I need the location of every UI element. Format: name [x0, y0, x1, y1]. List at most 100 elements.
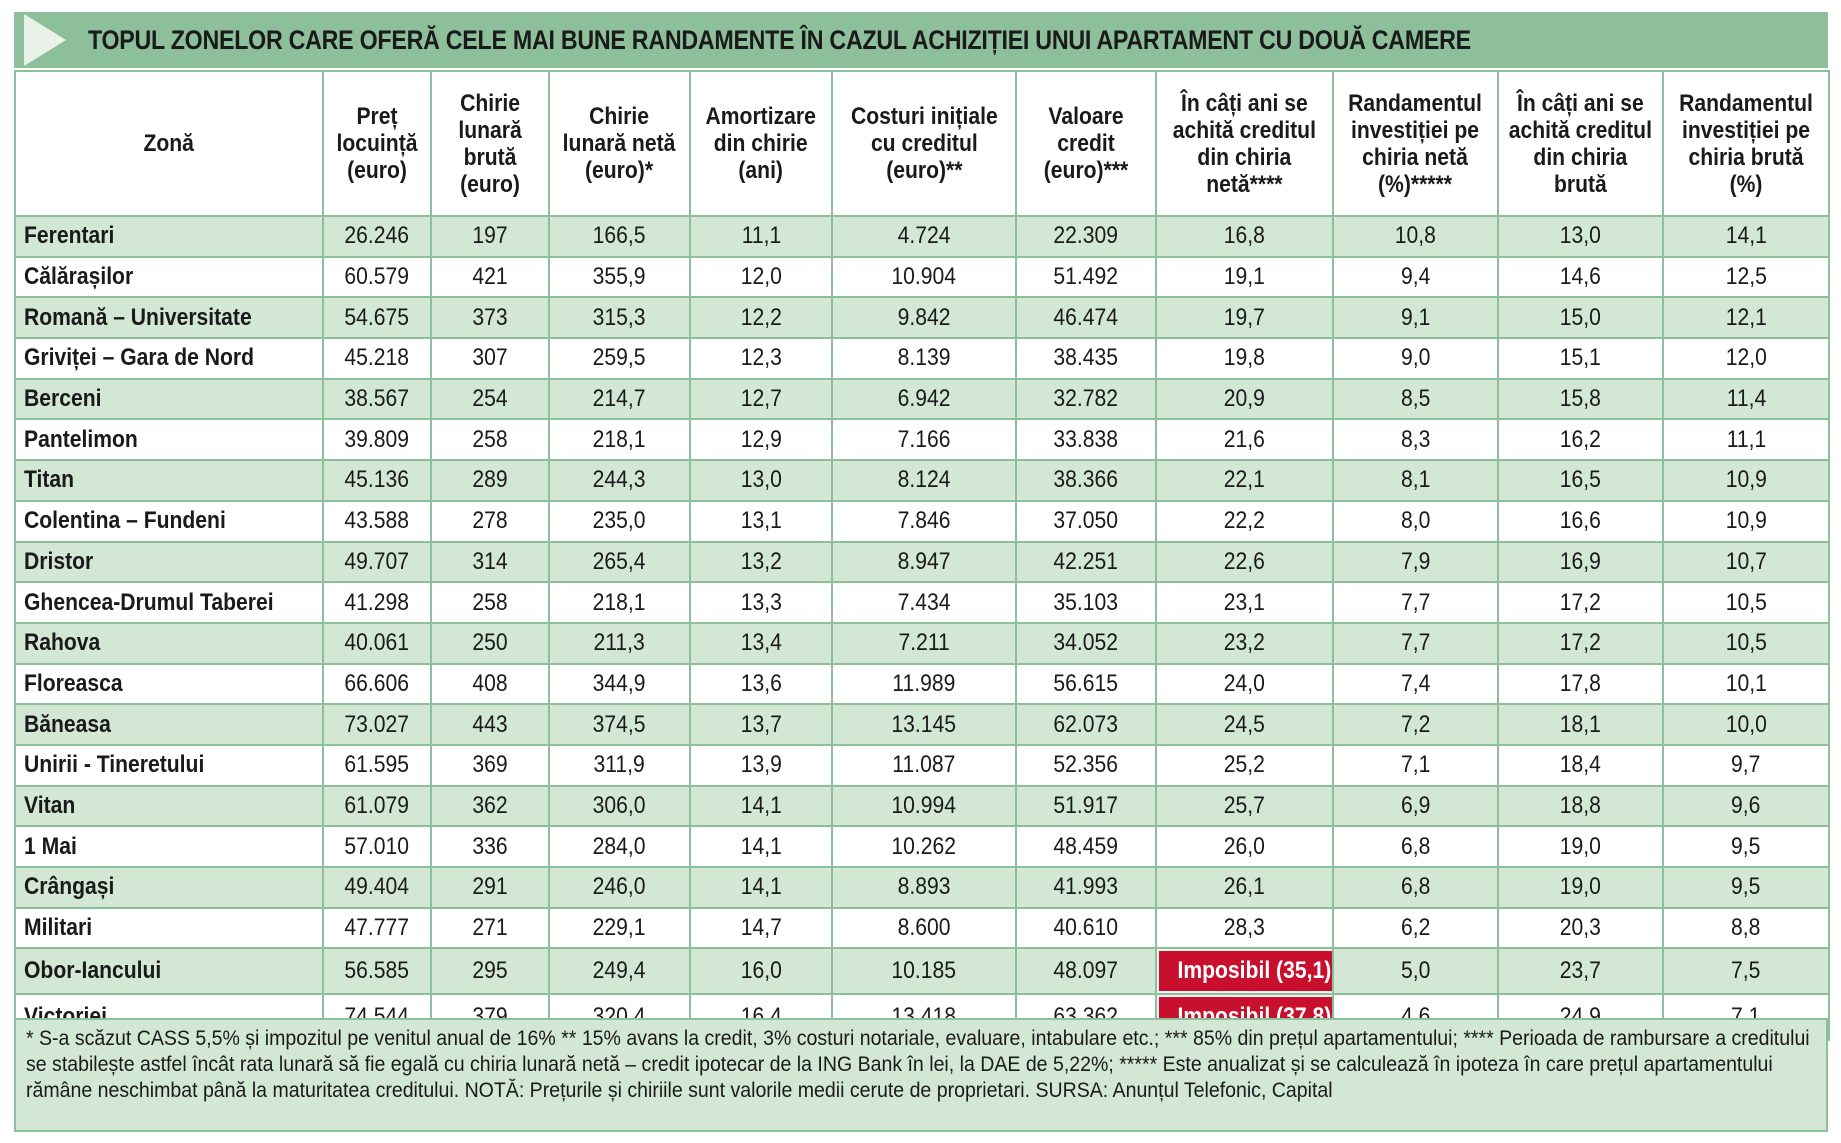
years-net-cell: 20,9 — [1155, 377, 1334, 421]
zone-cell: Floreasca — [14, 662, 324, 706]
table-row: Obor-Iancului 56.585 295 249,4 16,0 10.185 48.… — [14, 947, 1830, 996]
column-header: Amortizare din chirie (ani) — [689, 70, 833, 217]
initial-costs-cell: 10.904 — [831, 255, 1017, 299]
column-header: Valoare credit (euro)*** — [1015, 70, 1157, 217]
net-rent-cell: 344,9 — [548, 662, 691, 706]
amortization-cell: 13,2 — [689, 540, 833, 584]
years-net-cell: 23,1 — [1155, 581, 1334, 624]
net-rent-cell: 229,1 — [548, 906, 691, 950]
yield-gross-cell: 11,1 — [1662, 418, 1830, 462]
years-net-cell: Imposibil (37,8) — [1155, 993, 1334, 1042]
years-net-cell: 19,8 — [1155, 337, 1334, 380]
gross-rent-cell: 362 — [430, 784, 550, 828]
column-header: Preț locuință (euro) — [322, 70, 432, 217]
initial-costs-cell: 7.166 — [831, 418, 1017, 462]
net-rent-cell: 355,9 — [548, 255, 691, 299]
yield-net-cell: 9,1 — [1332, 296, 1499, 340]
price-cell: 47.777 — [322, 906, 432, 950]
table-row: Ghencea-Drumul Taberei 41.298 258 218,1 13,3… — [14, 581, 1830, 624]
initial-costs-cell: 6.942 — [831, 377, 1017, 421]
yield-net-cell: 6,9 — [1332, 784, 1499, 828]
amortization-cell: 12,3 — [689, 337, 833, 380]
gross-rent-cell: 197 — [430, 215, 550, 258]
table-row: Călărașilor 60.579 421 355,9 12,0 10.904 51.49… — [14, 255, 1830, 299]
yield-gross-cell: 12,0 — [1662, 337, 1830, 380]
net-rent-cell: 211,3 — [548, 621, 691, 665]
years-net-cell: 23,2 — [1155, 621, 1334, 665]
credit-value-cell: 34.052 — [1015, 621, 1157, 665]
zone-cell: Colentina – Fundeni — [14, 499, 324, 543]
yield-net-cell: 5,0 — [1332, 947, 1499, 996]
net-rent-cell: 246,0 — [548, 866, 691, 909]
years-gross-cell: 16,9 — [1497, 540, 1664, 584]
column-header: În câți ani se achită creditul din chiri… — [1155, 70, 1334, 217]
yield-gross-cell: 9,5 — [1662, 825, 1830, 868]
years-gross-cell: 16,5 — [1497, 459, 1664, 502]
initial-costs-cell: 8.124 — [831, 459, 1017, 502]
years-net-cell: 19,1 — [1155, 255, 1334, 299]
column-header: În câți ani se achită creditul din chiri… — [1497, 70, 1664, 217]
credit-value-cell: 38.435 — [1015, 337, 1157, 380]
gross-rent-cell: 307 — [430, 337, 550, 380]
amortization-cell: 13,1 — [689, 499, 833, 543]
table-row: Berceni 38.567 254 214,7 12,7 6.942 32.782 20,9… — [14, 377, 1830, 421]
net-rent-cell: 315,3 — [548, 296, 691, 340]
yield-net-cell: 7,7 — [1332, 621, 1499, 665]
yield-gross-cell: 8,8 — [1662, 906, 1830, 950]
yield-gross-cell: 12,1 — [1662, 296, 1830, 340]
yield-gross-cell: 10,1 — [1662, 662, 1830, 706]
footnote: * S-a scăzut CASS 5,5% și impozitul pe v… — [14, 1018, 1828, 1132]
credit-value-cell: 32.782 — [1015, 377, 1157, 421]
years-gross-cell: 19,0 — [1497, 866, 1664, 909]
yield-gross-cell: 11,4 — [1662, 377, 1830, 421]
yield-table: Zonă Preț locuință (euro) Chirie lunară … — [14, 70, 1830, 1042]
zone-cell: Griviței – Gara de Nord — [14, 337, 324, 380]
years-net-cell: 26,1 — [1155, 866, 1334, 909]
years-net-cell: 25,7 — [1155, 784, 1334, 828]
zone-cell: Ghencea-Drumul Taberei — [14, 581, 324, 624]
years-gross-cell: 15,1 — [1497, 337, 1664, 380]
header-row: Zonă Preț locuință (euro) Chirie lunară … — [14, 70, 1830, 217]
yield-net-cell: 9,4 — [1332, 255, 1499, 299]
price-cell: 54.675 — [322, 296, 432, 340]
credit-value-cell: 38.366 — [1015, 459, 1157, 502]
years-net-cell: 26,0 — [1155, 825, 1334, 868]
amortization-cell: 12,2 — [689, 296, 833, 340]
price-cell: 61.595 — [322, 743, 432, 787]
amortization-cell: 11,1 — [689, 215, 833, 258]
net-rent-cell: 284,0 — [548, 825, 691, 868]
table-row: Colentina – Fundeni 43.588 278 235,0 13,1 7.8… — [14, 499, 1830, 543]
net-rent-cell: 218,1 — [548, 581, 691, 624]
yield-gross-cell: 9,6 — [1662, 784, 1830, 828]
initial-costs-cell: 8.139 — [831, 337, 1017, 380]
amortization-cell: 14,1 — [689, 784, 833, 828]
initial-costs-cell: 11.989 — [831, 662, 1017, 706]
yield-gross-cell: 10,9 — [1662, 499, 1830, 543]
gross-rent-cell: 408 — [430, 662, 550, 706]
table-row: Griviței – Gara de Nord 45.218 307 259,5 12,… — [14, 337, 1830, 380]
amortization-cell: 12,9 — [689, 418, 833, 462]
price-cell: 26.246 — [322, 215, 432, 258]
net-rent-cell: 259,5 — [548, 337, 691, 380]
zone-cell: Călărașilor — [14, 255, 324, 299]
zone-cell: Crângași — [14, 866, 324, 909]
price-cell: 60.579 — [322, 255, 432, 299]
net-rent-cell: 374,5 — [548, 703, 691, 746]
amortization-cell: 12,0 — [689, 255, 833, 299]
gross-rent-cell: 250 — [430, 621, 550, 665]
net-rent-cell: 218,1 — [548, 418, 691, 462]
yield-net-cell: 7,9 — [1332, 540, 1499, 584]
price-cell: 38.567 — [322, 377, 432, 421]
years-net-cell: 19,7 — [1155, 296, 1334, 340]
yield-net-cell: 8,0 — [1332, 499, 1499, 543]
initial-costs-cell: 8.893 — [831, 866, 1017, 909]
yield-gross-cell: 14,1 — [1662, 215, 1830, 258]
yield-net-cell: 6,2 — [1332, 906, 1499, 950]
gross-rent-cell: 336 — [430, 825, 550, 868]
price-cell: 45.136 — [322, 459, 432, 502]
credit-value-cell: 35.103 — [1015, 581, 1157, 624]
net-rent-cell: 235,0 — [548, 499, 691, 543]
initial-costs-cell: 7.211 — [831, 621, 1017, 665]
table-title: TOPUL ZONELOR CARE OFERĂ CELE MAI BUNE R… — [88, 24, 1471, 55]
yield-net-cell: 8,3 — [1332, 418, 1499, 462]
